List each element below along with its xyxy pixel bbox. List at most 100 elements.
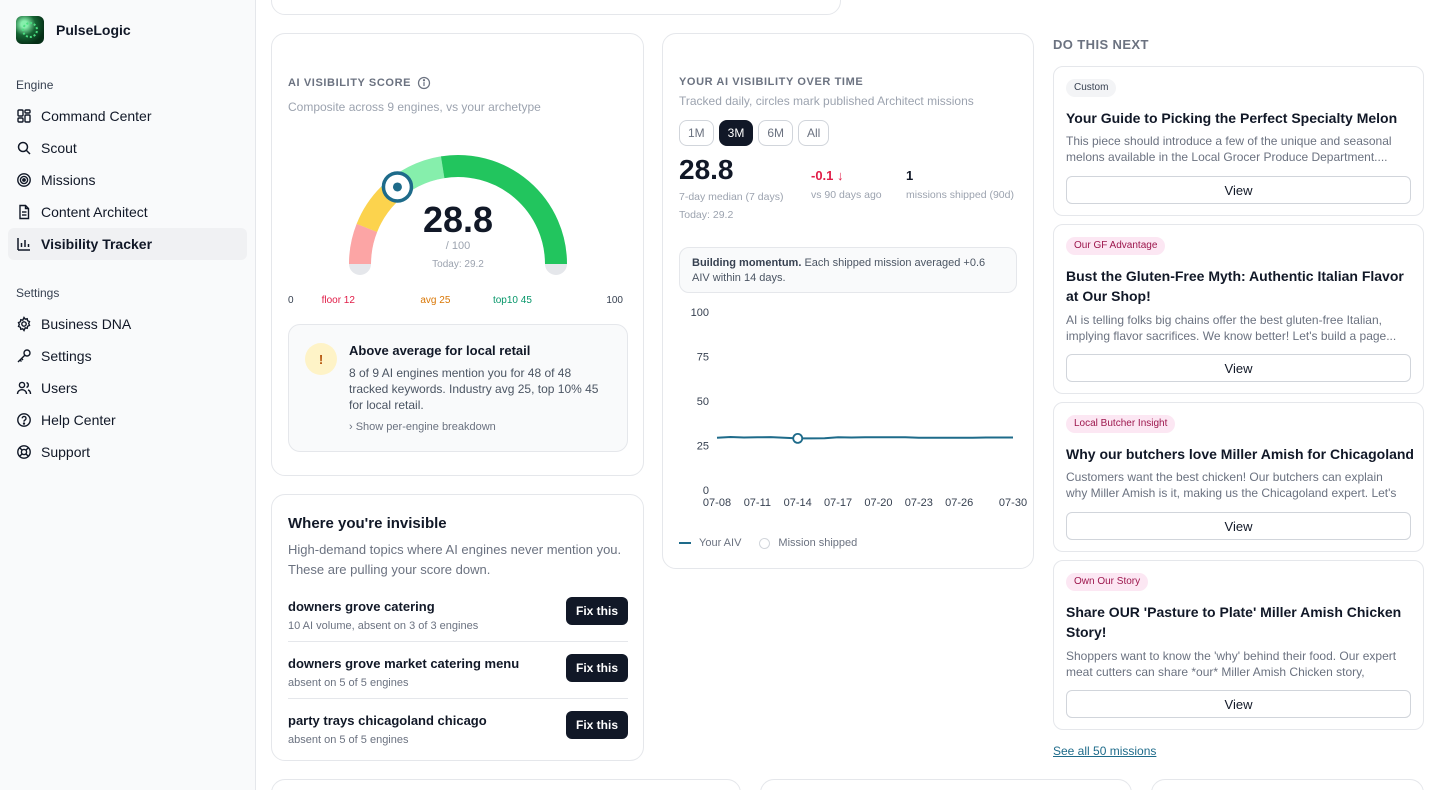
range-all-button[interactable]: All xyxy=(798,120,830,146)
warning-icon: ! xyxy=(305,343,337,375)
topic-row: party trays chicagoland chicago absent o… xyxy=(288,711,628,770)
document-icon xyxy=(19,204,30,220)
sidebar-item-scout[interactable]: Scout xyxy=(8,132,247,164)
sidebar-item-label: Help Center xyxy=(41,412,116,428)
range-3m-button[interactable]: 3M xyxy=(718,120,754,146)
mission-card: Custom Your Guide to Picking the Perfect… xyxy=(1053,66,1424,216)
sidebar-item-label: Missions xyxy=(41,172,96,188)
target-icon xyxy=(17,173,31,187)
view-mission-button[interactable]: View xyxy=(1066,354,1411,382)
view-mission-button[interactable]: View xyxy=(1066,512,1411,540)
gauge-scale-label: 100 xyxy=(606,295,623,306)
gauge-scale: 0 floor 12 avg 25 top10 45 100 xyxy=(288,295,623,309)
gauge-scale-label: top10 45 xyxy=(492,295,532,306)
range-6m-button[interactable]: 6M xyxy=(758,120,794,146)
y-tick-label: 0 xyxy=(703,485,709,497)
key-icon xyxy=(17,349,31,363)
topic-name: party trays chicagoland chicago xyxy=(288,713,487,728)
do-this-next-heading: DO THIS NEXT xyxy=(1053,37,1149,52)
sidebar-item-users[interactable]: Users xyxy=(8,372,247,404)
sidebar-item-help-center[interactable]: Help Center xyxy=(8,404,247,436)
median-label: 7-day median (7 days) xyxy=(679,191,784,203)
partial-card-top xyxy=(271,0,841,15)
grid-icon xyxy=(17,109,31,123)
sidebar-item-content-architect[interactable]: Content Architect xyxy=(8,196,247,228)
range-1m-button[interactable]: 1M xyxy=(679,120,714,146)
sidebar: PulseLogic Engine Command Center Scout M… xyxy=(0,0,256,790)
visibility-line-chart: 0 25 50 75 100 07-08 07-11 07-14 07-17 07-20 07-23… xyxy=(691,307,1027,509)
see-all-missions-link[interactable]: See all 50 missions xyxy=(1053,744,1157,758)
brand[interactable]: PulseLogic xyxy=(16,16,131,44)
sidebar-item-settings[interactable]: Settings xyxy=(8,340,247,372)
missions-shipped-label: missions shipped (90d) xyxy=(906,189,1014,201)
gauge-segment-top xyxy=(440,155,567,265)
topic-name: downers grove catering xyxy=(288,599,435,614)
delta-label: vs 90 days ago xyxy=(811,189,882,201)
range-selector: 1M 3M 6M All xyxy=(679,120,830,146)
visibility-score-card: AI VISIBILITY SCORE Composite across 9 e… xyxy=(271,33,644,476)
lifebuoy-icon xyxy=(17,445,31,459)
info-icon[interactable] xyxy=(417,76,431,90)
legend-ring-swatch xyxy=(759,537,771,549)
x-tick-label: 07-14 xyxy=(784,497,812,509)
mission-card: Own Our Story Share OUR 'Pasture to Plat… xyxy=(1053,560,1424,730)
x-tick-label: 07-11 xyxy=(744,497,771,509)
gauge-scale-label: floor 12 xyxy=(321,295,355,306)
sidebar-item-label: Content Architect xyxy=(41,204,148,220)
settings-section-label: Settings xyxy=(16,286,60,300)
divider xyxy=(288,641,628,642)
topic-row: downers grove catering 10 AI volume, abs… xyxy=(288,597,628,656)
view-mission-button[interactable]: View xyxy=(1066,176,1411,204)
gauge-segment-mid xyxy=(356,186,397,233)
sidebar-item-missions[interactable]: Missions xyxy=(8,164,247,196)
bar-chart-icon xyxy=(17,238,30,251)
chart-legend: Your AIV Mission shipped xyxy=(679,537,857,549)
invisible-topics-card: Where you're invisible High-demand topic… xyxy=(271,494,644,761)
mission-badge: Our GF Advantage xyxy=(1066,237,1166,255)
search-icon xyxy=(17,141,31,155)
invisible-title: Where you're invisible xyxy=(288,515,447,532)
score-today: Today: 29.2 xyxy=(432,259,484,270)
fix-this-button[interactable]: Fix this xyxy=(566,711,628,739)
engine-nav: Command Center Scout Missions Content Ar… xyxy=(8,100,247,260)
partial-card-bottom xyxy=(760,779,1132,790)
sidebar-item-support[interactable]: Support xyxy=(8,436,247,468)
trend-subtitle: Tracked daily, circles mark published Ar… xyxy=(679,94,974,108)
legend-line-swatch xyxy=(679,542,691,544)
partial-card-bottom xyxy=(1151,779,1424,790)
users-icon xyxy=(16,381,32,395)
help-icon xyxy=(17,413,31,427)
y-tick-label: 25 xyxy=(697,441,709,453)
sidebar-item-label: Users xyxy=(41,380,78,396)
y-tick-label: 50 xyxy=(697,396,709,408)
score-title: AI VISIBILITY SCORE xyxy=(288,77,412,89)
divider xyxy=(288,698,628,699)
median-value: 28.8 xyxy=(679,154,734,185)
fix-this-button[interactable]: Fix this xyxy=(566,597,628,625)
topic-meta: absent on 5 of 5 engines xyxy=(288,734,409,746)
sidebar-item-label: Command Center xyxy=(41,108,152,124)
mission-title: Your Guide to Picking the Perfect Specia… xyxy=(1066,110,1398,126)
mission-title: Share OUR 'Pasture to Plate' Miller Amis… xyxy=(1066,604,1402,640)
momentum-note: Building momentum. Each shipped mission … xyxy=(679,247,1017,293)
mission-desc: Shoppers want to know the 'why' behind t… xyxy=(1066,649,1397,679)
sidebar-item-command-center[interactable]: Command Center xyxy=(8,100,247,132)
sidebar-item-label: Support xyxy=(41,444,91,460)
view-mission-button[interactable]: View xyxy=(1066,690,1411,718)
gauge-scale-label: 0 xyxy=(288,295,294,306)
fix-this-button[interactable]: Fix this xyxy=(566,654,628,682)
series-line-your-aiv xyxy=(716,435,1013,440)
mission-desc: AI is telling folks big chains offer the… xyxy=(1066,313,1397,343)
callout-title: Above average for local retail xyxy=(349,343,531,358)
engine-section-label: Engine xyxy=(16,78,54,92)
x-tick-label: 07-23 xyxy=(905,497,933,509)
mission-shipped-marker[interactable] xyxy=(792,432,804,444)
sidebar-item-business-dna[interactable]: Business DNA xyxy=(8,308,247,340)
sidebar-item-visibility-tracker[interactable]: Visibility Tracker xyxy=(8,228,247,260)
score-out-of: / 100 xyxy=(446,240,470,252)
engine-breakdown-toggle[interactable]: › Show per-engine breakdown xyxy=(349,421,496,433)
x-tick-label: 07-20 xyxy=(864,497,892,509)
gear-icon xyxy=(17,316,31,332)
sidebar-item-label: Settings xyxy=(41,348,92,364)
score-gauge: 28.8 / 100 Today: 29.2 xyxy=(349,155,567,275)
